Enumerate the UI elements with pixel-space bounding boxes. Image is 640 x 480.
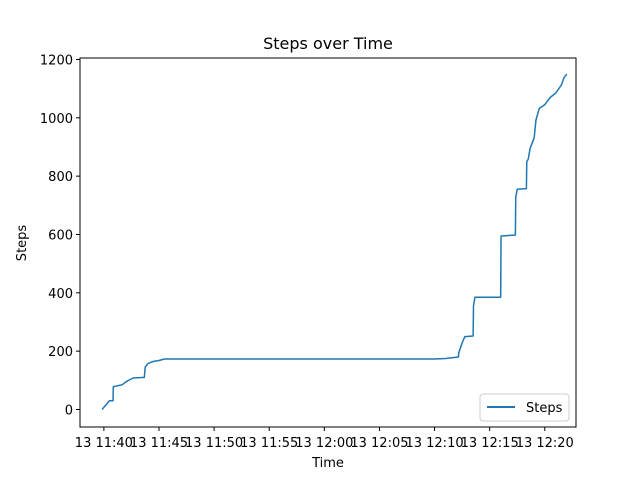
y-axis-label: Steps xyxy=(15,225,30,262)
x-tick-label: 13 11:45 xyxy=(130,436,188,451)
y-tick-label: 800 xyxy=(48,170,73,185)
x-tick-label: 13 12:05 xyxy=(350,436,408,451)
plot-area xyxy=(101,73,568,410)
y-tick-label: 1200 xyxy=(40,53,73,68)
x-tick-label: 13 12:10 xyxy=(405,436,463,451)
y-tick-label: 0 xyxy=(65,403,73,418)
legend-label-steps: Steps xyxy=(526,401,563,416)
series-line-0 xyxy=(101,73,568,410)
x-tick-label: 13 12:15 xyxy=(461,436,519,451)
plot-frame xyxy=(79,57,577,428)
x-tick-label: 13 11:50 xyxy=(185,436,243,451)
y-tick-label: 1000 xyxy=(40,112,73,127)
y-tick-label: 400 xyxy=(48,287,73,302)
legend-box xyxy=(479,393,570,422)
legend: Steps xyxy=(479,393,570,422)
x-tick-label: 13 12:20 xyxy=(516,436,574,451)
x-tick-label: 13 12:00 xyxy=(295,436,353,451)
y-axis: 0 200 400 600 800 1000 1200 xyxy=(40,53,80,418)
y-tick-label: 200 xyxy=(48,345,73,360)
y-tick-label: 600 xyxy=(48,228,73,243)
x-tick-label: 13 11:40 xyxy=(75,436,133,451)
x-axis-label: Time xyxy=(311,456,344,471)
chart-title: Steps over Time xyxy=(263,34,393,53)
x-tick-label: 13 11:55 xyxy=(240,436,298,451)
